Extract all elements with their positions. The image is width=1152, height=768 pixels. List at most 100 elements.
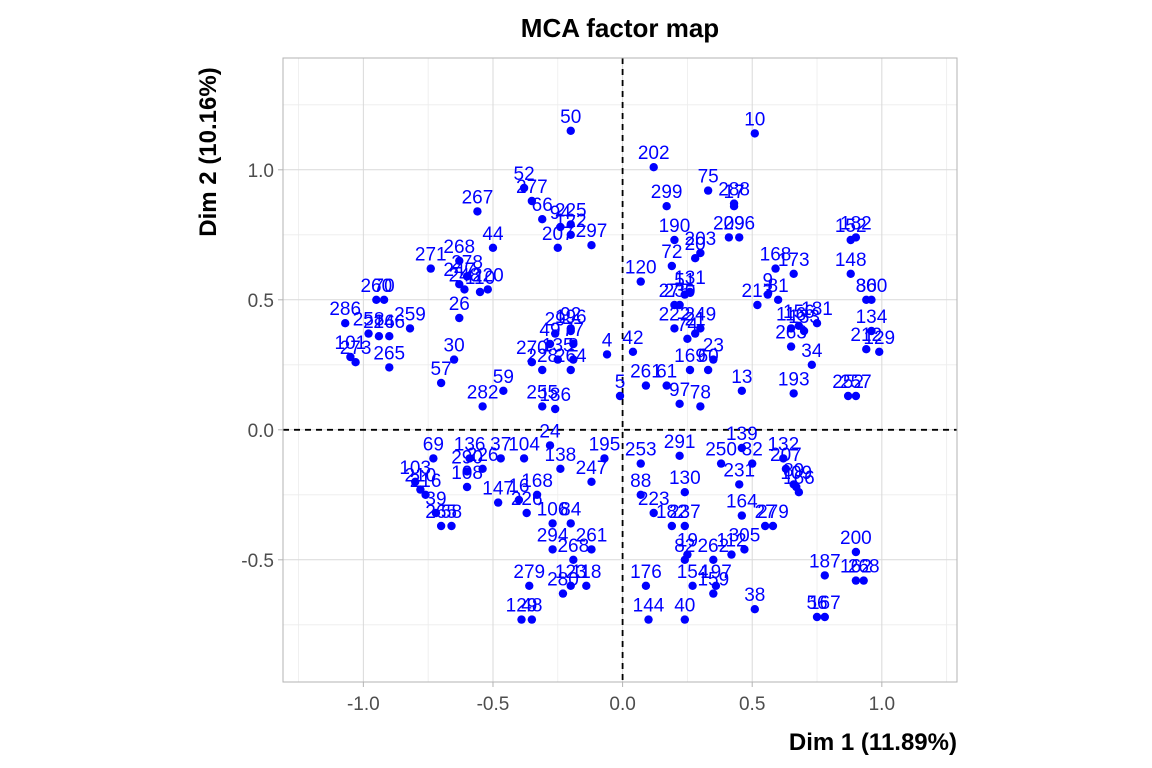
data-point xyxy=(522,508,531,518)
point-label: 26 xyxy=(449,294,470,315)
point-label: 9 xyxy=(762,271,773,292)
data-point xyxy=(566,365,575,375)
point-label: 291 xyxy=(664,432,696,453)
data-point xyxy=(641,381,651,390)
point-label: 154 xyxy=(677,562,709,583)
data-point xyxy=(683,334,692,343)
data-point xyxy=(703,365,713,375)
point-label: 48 xyxy=(521,596,542,617)
data-point xyxy=(615,391,625,401)
data-point xyxy=(771,264,780,273)
point-label: 13 xyxy=(731,367,752,388)
point-label: 97 xyxy=(669,380,690,401)
data-point xyxy=(649,508,658,518)
data-point xyxy=(851,576,861,585)
data-point xyxy=(628,347,638,356)
point-label: 109 xyxy=(780,463,812,484)
point-label: 216 xyxy=(363,312,395,333)
point-label: 216 xyxy=(410,471,442,492)
point-label: 81 xyxy=(768,276,789,297)
data-point xyxy=(709,555,718,564)
data-point xyxy=(851,391,861,401)
point-label: 230 xyxy=(664,281,696,302)
data-point xyxy=(763,290,772,299)
point-label: 134 xyxy=(856,307,888,328)
point-label: 156 xyxy=(783,302,815,323)
point-label: 226 xyxy=(467,445,499,466)
data-point xyxy=(662,381,671,390)
data-point xyxy=(807,360,817,369)
point-label: 186 xyxy=(539,385,571,406)
data-point xyxy=(341,319,350,328)
point-label: 249 xyxy=(685,304,717,325)
point-label: 182 xyxy=(840,213,872,234)
data-point xyxy=(566,126,575,135)
data-point xyxy=(455,313,464,323)
point-label: 129 xyxy=(863,328,895,349)
data-point xyxy=(675,399,684,408)
data-point xyxy=(685,365,695,375)
data-point xyxy=(789,389,798,398)
data-point xyxy=(711,581,721,590)
data-point xyxy=(556,222,565,232)
point-label: 38 xyxy=(744,585,765,606)
point-label: 20 xyxy=(685,234,706,255)
data-point xyxy=(566,230,575,239)
point-label: 231 xyxy=(723,460,755,481)
data-point xyxy=(859,576,868,585)
data-point xyxy=(553,243,562,252)
point-label: 223 xyxy=(638,489,670,510)
data-point xyxy=(789,269,798,278)
data-point xyxy=(517,615,526,624)
point-label: 265 xyxy=(373,343,405,364)
data-point xyxy=(496,454,505,463)
chart-title: MCA factor map xyxy=(521,13,719,43)
point-label: 176 xyxy=(630,562,662,583)
point-label: 40 xyxy=(674,596,695,617)
point-label: 69 xyxy=(423,434,444,455)
point-label: 166 xyxy=(783,468,815,489)
point-label: 122 xyxy=(555,211,587,232)
point-label: 130 xyxy=(669,468,701,489)
data-point xyxy=(703,186,713,195)
data-point xyxy=(737,511,747,520)
point-label: 248 xyxy=(449,265,481,286)
data-point xyxy=(447,521,456,531)
data-point xyxy=(812,612,822,622)
point-label: 133 xyxy=(788,307,820,328)
data-point xyxy=(649,163,658,172)
point-label: 288 xyxy=(718,180,750,201)
point-label: 4 xyxy=(602,330,613,351)
point-label: 138 xyxy=(545,445,577,466)
data-point xyxy=(779,454,788,463)
data-point xyxy=(867,295,876,304)
point-label: 135 xyxy=(542,336,574,357)
point-label: 77 xyxy=(563,320,584,341)
point-label: 305 xyxy=(729,525,761,546)
point-label: 30 xyxy=(444,336,465,357)
point-label: 84 xyxy=(560,499,582,520)
point-label: 94 xyxy=(550,203,572,224)
data-point xyxy=(385,363,394,372)
point-label: 247 xyxy=(443,260,475,281)
data-point xyxy=(812,319,822,328)
data-point xyxy=(532,490,542,499)
data-point xyxy=(431,508,441,518)
point-label: 132 xyxy=(767,434,799,455)
data-point xyxy=(569,355,578,364)
data-point xyxy=(462,467,472,476)
point-label: 268 xyxy=(443,237,475,258)
point-label: 225 xyxy=(555,200,587,221)
point-label: 82 xyxy=(674,536,695,557)
data-point xyxy=(538,365,547,375)
data-point xyxy=(493,498,503,507)
point-label: 261 xyxy=(576,525,608,546)
point-label: 169 xyxy=(674,346,706,367)
data-point xyxy=(680,488,690,497)
point-label: 250 xyxy=(705,440,737,461)
point-label: 129 xyxy=(506,596,538,617)
point-label: 286 xyxy=(329,299,361,320)
data-point xyxy=(379,295,389,304)
